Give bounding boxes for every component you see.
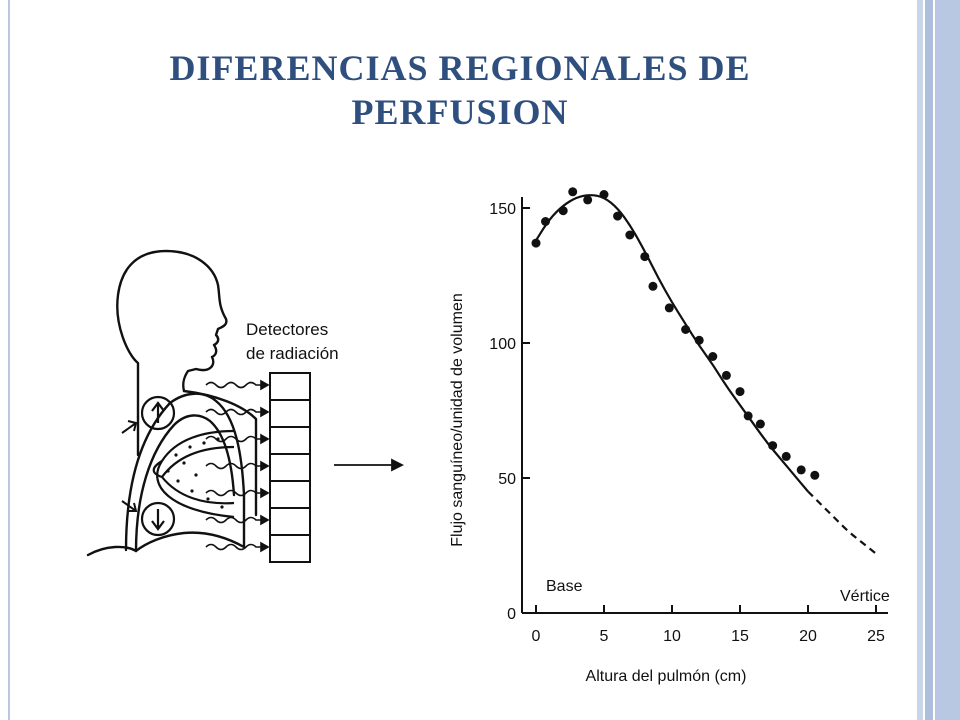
- chart-data-point: [625, 230, 635, 240]
- chart-y-axis-label: Flujo sanguíneo/unidad de volumen: [449, 293, 466, 547]
- slide-frame-left: [8, 0, 10, 720]
- detector-label-line2: de radiación: [246, 344, 339, 363]
- detector-cell: [269, 426, 311, 455]
- capillary-dots: [166, 437, 224, 509]
- radiation-wave-arrow: [205, 381, 266, 389]
- chart-y-tick-label: 150: [489, 201, 516, 218]
- chart-data-point: [721, 370, 731, 380]
- chart-data-point: [781, 451, 791, 461]
- radiation-wave-arrow: [205, 408, 266, 416]
- chart-y-tick-label: 50: [498, 471, 516, 488]
- alveolus-circles: [140, 395, 176, 537]
- connector-arrow: [334, 458, 405, 472]
- chart-annotation-left: Base: [546, 578, 583, 595]
- perfusion-figure: Detectores de radiación 0 50 100 150 0 5 10 15 2…: [66, 155, 918, 700]
- chart-data-point: [583, 195, 593, 205]
- detector-label-line1: Detectores: [246, 320, 328, 339]
- chart-y-tick-label: 100: [489, 336, 516, 353]
- slide-frame-right-stripe: [917, 0, 923, 720]
- slide-frame-right-stripe: [935, 0, 960, 720]
- perfusion-figure-svg: Detectores de radiación 0 50 100 150 0 5 10 15 2…: [86, 187, 890, 685]
- chart-data-point: [735, 387, 745, 397]
- chart-data-point: [613, 211, 623, 221]
- radiation-arrows: [205, 379, 270, 553]
- chart-fit-line-dashed: [807, 490, 877, 555]
- radiation-arrowhead: [260, 487, 270, 499]
- chart: 0 50 100 150 0 5 10 15 20 25: [489, 187, 888, 645]
- chart-x-axis-label: Altura del pulmón (cm): [586, 668, 747, 685]
- chart-x-tick-label: 15: [731, 628, 749, 645]
- slide-title-line1: DIFERENCIAS REGIONALES DE: [169, 48, 751, 88]
- detector-cell: [269, 453, 311, 482]
- chart-x-tick-label: 10: [663, 628, 681, 645]
- detector-cell: [269, 534, 311, 563]
- radiation-arrowhead: [260, 406, 270, 418]
- chart-data-point: [568, 187, 578, 197]
- slide-title-line2: PERFUSION: [351, 92, 569, 132]
- chart-data-point: [755, 419, 765, 429]
- radiation-wave-arrow: [205, 489, 266, 497]
- radiation-wave-arrow: [205, 543, 266, 551]
- alveolus-top: [140, 395, 176, 431]
- chart-x-tick-label: 0: [532, 628, 541, 645]
- chart-fit-line: [535, 194, 809, 493]
- chart-x-tick-label: 25: [867, 628, 885, 645]
- chart-x-tick-label: 20: [799, 628, 817, 645]
- detector-cell: [269, 507, 311, 536]
- head-profile: [116, 249, 228, 419]
- inner-lung-wall: [134, 414, 236, 553]
- radiation-wave-arrow: [205, 516, 266, 524]
- detector-cell: [269, 399, 311, 428]
- alveolus-bottom: [140, 501, 176, 537]
- radiation-arrowhead: [260, 541, 270, 553]
- chart-data-point: [810, 470, 820, 480]
- chart-x-tick-label: 5: [600, 628, 609, 645]
- chart-data-point: [708, 352, 718, 361]
- radiation-arrowhead: [260, 514, 270, 526]
- chart-data-point: [664, 303, 674, 313]
- chart-data-point: [796, 465, 806, 475]
- flow-arrows: [121, 420, 138, 512]
- radiation-arrowhead: [260, 433, 270, 445]
- chart-y-tick-label: 0: [507, 606, 516, 623]
- lung-bottom-edge: [86, 545, 138, 557]
- radiation-wave-arrow: [205, 435, 266, 443]
- radiation-wave-arrow: [205, 462, 266, 470]
- chart-data-point: [648, 281, 658, 291]
- radiation-arrowhead: [260, 379, 270, 391]
- lung-right-boundary: [134, 493, 246, 553]
- slide-title: DIFERENCIAS REGIONALES DE PERFUSION: [40, 46, 880, 134]
- chart-annotation-right: Vértice: [840, 588, 890, 605]
- detector-cell: [269, 372, 311, 401]
- slide-frame-right-stripe: [925, 0, 933, 720]
- chart-data-point: [531, 238, 541, 248]
- radiation-arrowhead: [260, 460, 270, 472]
- radiation-detectors: [269, 372, 311, 563]
- detector-cell: [269, 480, 311, 509]
